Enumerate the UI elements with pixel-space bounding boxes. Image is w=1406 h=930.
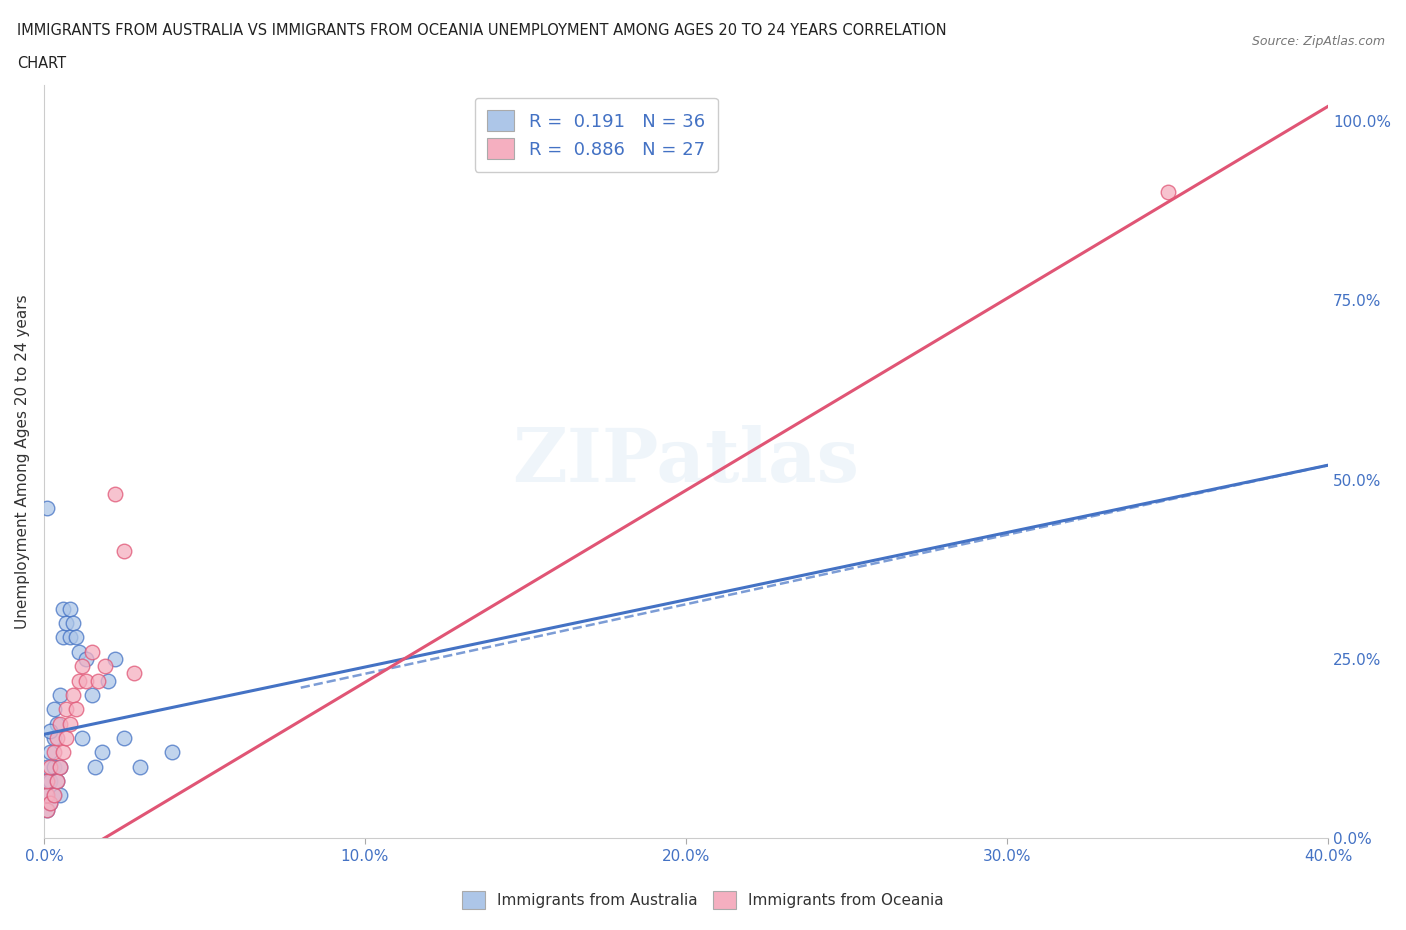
Y-axis label: Unemployment Among Ages 20 to 24 years: Unemployment Among Ages 20 to 24 years bbox=[15, 294, 30, 629]
Text: IMMIGRANTS FROM AUSTRALIA VS IMMIGRANTS FROM OCEANIA UNEMPLOYMENT AMONG AGES 20 : IMMIGRANTS FROM AUSTRALIA VS IMMIGRANTS … bbox=[17, 23, 946, 38]
Text: ZIPatlas: ZIPatlas bbox=[513, 425, 859, 498]
Point bbox=[42, 730, 65, 745]
Point bbox=[112, 730, 135, 745]
Text: CHART: CHART bbox=[17, 56, 66, 71]
Point bbox=[35, 788, 58, 803]
Point bbox=[49, 759, 72, 774]
Point bbox=[58, 716, 80, 731]
Legend: Immigrants from Australia, Immigrants from Oceania: Immigrants from Australia, Immigrants fr… bbox=[456, 885, 950, 915]
Point bbox=[75, 673, 97, 688]
Point bbox=[80, 644, 103, 659]
Point bbox=[39, 774, 62, 789]
Point bbox=[35, 788, 58, 803]
Point bbox=[94, 658, 117, 673]
Point bbox=[35, 774, 58, 789]
Point bbox=[35, 803, 58, 817]
Point bbox=[67, 644, 90, 659]
Point bbox=[42, 759, 65, 774]
Point bbox=[65, 630, 87, 644]
Point bbox=[42, 788, 65, 803]
Point bbox=[1156, 185, 1178, 200]
Point bbox=[45, 774, 67, 789]
Point bbox=[35, 774, 58, 789]
Point bbox=[90, 745, 112, 760]
Point bbox=[35, 803, 58, 817]
Point bbox=[42, 788, 65, 803]
Point bbox=[52, 602, 75, 617]
Point bbox=[39, 795, 62, 810]
Point bbox=[103, 486, 125, 501]
Point bbox=[72, 730, 94, 745]
Point bbox=[42, 745, 65, 760]
Point bbox=[65, 702, 87, 717]
Point bbox=[67, 673, 90, 688]
Point bbox=[52, 630, 75, 644]
Point bbox=[49, 788, 72, 803]
Point bbox=[80, 687, 103, 702]
Point bbox=[162, 745, 184, 760]
Point bbox=[55, 702, 77, 717]
Point bbox=[129, 759, 152, 774]
Point bbox=[35, 759, 58, 774]
Point bbox=[55, 730, 77, 745]
Point bbox=[87, 673, 110, 688]
Point bbox=[58, 602, 80, 617]
Point bbox=[122, 666, 145, 681]
Point bbox=[39, 724, 62, 738]
Point bbox=[52, 745, 75, 760]
Point bbox=[49, 759, 72, 774]
Point bbox=[39, 759, 62, 774]
Point bbox=[35, 501, 58, 516]
Point bbox=[84, 759, 107, 774]
Text: Source: ZipAtlas.com: Source: ZipAtlas.com bbox=[1251, 35, 1385, 48]
Legend: R =  0.191   N = 36, R =  0.886   N = 27: R = 0.191 N = 36, R = 0.886 N = 27 bbox=[475, 98, 717, 172]
Point bbox=[75, 652, 97, 667]
Point bbox=[42, 702, 65, 717]
Point bbox=[39, 795, 62, 810]
Point bbox=[45, 730, 67, 745]
Point bbox=[49, 716, 72, 731]
Point bbox=[45, 774, 67, 789]
Point bbox=[112, 544, 135, 559]
Point bbox=[62, 616, 84, 631]
Point bbox=[72, 658, 94, 673]
Point bbox=[55, 616, 77, 631]
Point bbox=[45, 716, 67, 731]
Point bbox=[58, 630, 80, 644]
Point bbox=[62, 687, 84, 702]
Point bbox=[39, 745, 62, 760]
Point bbox=[49, 687, 72, 702]
Point bbox=[97, 673, 120, 688]
Point bbox=[103, 652, 125, 667]
